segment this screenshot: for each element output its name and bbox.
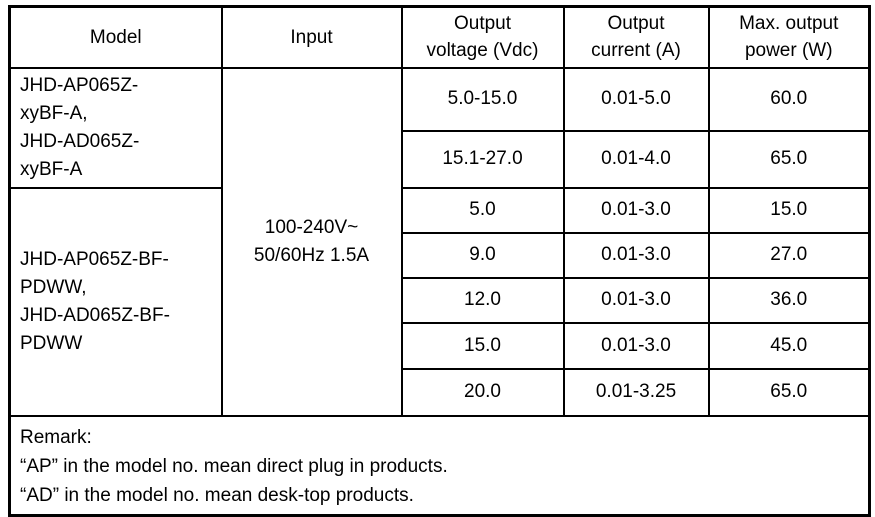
table-row: 15.1-27.0 0.01-4.0 65.0 <box>10 129 871 189</box>
current-cell: 0.01-3.0 <box>562 276 710 324</box>
remark-cell: Remark: “AP” in the model no. mean direc… <box>8 414 871 516</box>
current-cell: 0.01-3.0 <box>562 186 710 234</box>
current-cell: 0.01-4.0 <box>562 129 710 189</box>
table-row: 15.0 0.01-3.0 45.0 <box>10 321 871 370</box>
power-cell: 36.0 <box>707 276 871 324</box>
table-row: JHD-AP065Z- xyBF-A, JHD-AD065Z- xyBF-A 1… <box>8 66 871 417</box>
header-row: Model Input Output voltage (Vdc) Output … <box>8 5 871 69</box>
model-group-2-cell: JHD-AP065Z-BF- PDWW, JHD-AD065Z-BF- PDWW <box>8 186 223 417</box>
col-header-power: Max. output power (W) <box>707 5 871 69</box>
voltage-cell: 12.0 <box>400 276 565 324</box>
power-cell: 15.0 <box>707 186 871 234</box>
col-header-voltage: Output voltage (Vdc) <box>400 5 565 69</box>
input-cell: 100-240V~ 50/60Hz 1.5A <box>220 66 403 417</box>
remark-title: Remark: <box>20 426 92 448</box>
spec-table: Model Input Output voltage (Vdc) Output … <box>8 5 871 517</box>
voltage-cell: 15.1-27.0 <box>400 129 565 189</box>
table-row: 9.0 0.01-3.0 27.0 <box>10 231 871 279</box>
remark-line-1: “AP” in the model no. mean direct plug i… <box>20 455 448 477</box>
voltage-cell: 5.0 <box>400 186 565 234</box>
current-cell: 0.01-3.0 <box>562 231 710 279</box>
voltage-cell: 9.0 <box>400 231 565 279</box>
remark-row: Remark: “AP” in the model no. mean direc… <box>8 414 871 516</box>
voltage-cell: 15.0 <box>400 321 565 370</box>
voltage-cell: 5.0-15.0 <box>400 66 565 132</box>
current-cell: 0.01-3.25 <box>562 367 710 417</box>
voltage-cell: 20.0 <box>400 367 565 417</box>
remark-line-2: “AD” in the model no. mean desk-top prod… <box>20 484 414 506</box>
model-group-1-cell: JHD-AP065Z- xyBF-A, JHD-AD065Z- xyBF-A <box>8 66 223 189</box>
power-cell: 45.0 <box>707 321 871 370</box>
current-cell: 0.01-3.0 <box>562 321 710 370</box>
power-cell: 60.0 <box>707 66 871 132</box>
table-row: JHD-AP065Z-BF- PDWW, JHD-AD065Z-BF- PDWW… <box>8 186 871 417</box>
power-cell: 65.0 <box>707 129 871 189</box>
power-cell: 27.0 <box>707 231 871 279</box>
table-row: 20.0 0.01-3.25 65.0 <box>10 367 871 417</box>
power-cell: 65.0 <box>707 367 871 417</box>
col-header-model: Model <box>8 5 223 69</box>
col-header-current: Output current (A) <box>562 5 710 69</box>
table-row: 12.0 0.01-3.0 36.0 <box>10 276 871 324</box>
current-cell: 0.01-5.0 <box>562 66 710 132</box>
document-page: Model Input Output voltage (Vdc) Output … <box>8 5 871 517</box>
col-header-input: Input <box>220 5 403 69</box>
